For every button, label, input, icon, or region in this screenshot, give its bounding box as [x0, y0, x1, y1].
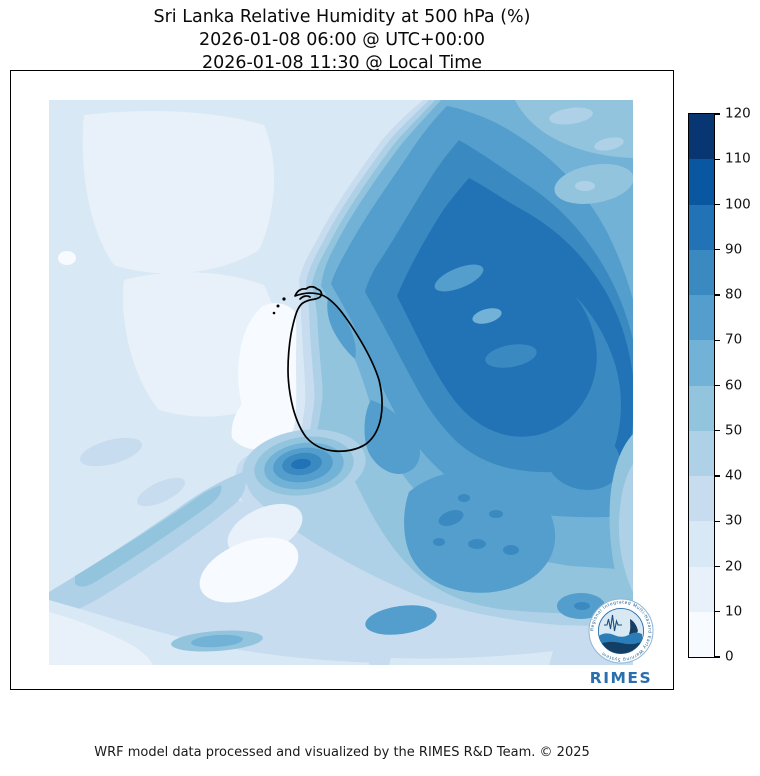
footer-credit: WRF model data processed and visualized …	[94, 745, 590, 760]
colorbar-tick	[715, 113, 721, 115]
colorbar-tick-label: 10	[725, 603, 743, 620]
colorbar-tick	[715, 339, 721, 341]
colorbar-segment	[689, 204, 714, 250]
colorbar-tick	[715, 430, 721, 432]
colorbar-tick	[715, 249, 721, 251]
colorbar-tick-label: 70	[725, 331, 743, 348]
rimes-logo: Regional Integrated Multi-Hazard Early W…	[588, 598, 654, 687]
colorbar-segment	[689, 159, 714, 205]
colorbar-tick-label: 60	[725, 377, 743, 394]
colorbar-segment	[689, 566, 714, 612]
colorbar-segment	[689, 476, 714, 522]
colorbar-tick-label: 50	[725, 422, 743, 439]
rimes-wordmark: RIMES	[590, 669, 652, 687]
colorbar-tick	[715, 520, 721, 522]
figure-title: Sri Lanka Relative Humidity at 500 hPa (…	[10, 6, 674, 75]
colorbar-tick-label: 40	[725, 467, 743, 484]
colorbar-tick	[715, 475, 721, 477]
colorbar-tick	[715, 384, 721, 387]
colorbar-tick	[715, 158, 721, 160]
colorbar-tick	[715, 611, 721, 613]
colorbar: 0 10 20 30 40 50 60 70 80 90 100 110 120	[688, 106, 751, 665]
colorbar-segment	[689, 114, 714, 160]
logo-landmass-icon	[629, 619, 638, 637]
colorbar-segment	[689, 430, 714, 476]
sri-lanka-outline	[272, 285, 383, 453]
colorbar-tick-label: 120	[725, 105, 751, 122]
colorbar-segment	[689, 385, 714, 431]
colorbar-tick-label: 100	[725, 196, 751, 213]
colorbar-segment	[689, 611, 714, 657]
logo-seismogram-icon	[604, 614, 622, 632]
title-line-1: Sri Lanka Relative Humidity at 500 hPa (…	[153, 7, 531, 27]
colorbar-segment	[689, 521, 714, 567]
colorbar-tick-label: 20	[725, 558, 743, 575]
humidity-contour-map	[49, 100, 633, 665]
title-line-3: 2026-01-08 11:30 @ Local Time	[201, 53, 483, 73]
title-line-2: 2026-01-08 06:00 @ UTC+00:00	[198, 30, 486, 50]
colorbar-tick-label: 30	[725, 512, 743, 529]
contour-fill-layers	[49, 100, 633, 665]
colorbar-tick	[715, 203, 721, 206]
colorbar-tick-label: 0	[725, 648, 734, 665]
colorbar-segment	[689, 295, 714, 341]
colorbar-segment	[689, 249, 714, 295]
colorbar-tick-label: 80	[725, 286, 743, 303]
colorbar-segment	[689, 340, 714, 386]
colorbar-tick	[715, 565, 721, 568]
colorbar-tick	[715, 294, 721, 296]
colorbar-tick	[715, 656, 721, 658]
colorbar-tick-label: 110	[725, 150, 751, 167]
colorbar-tick-label: 90	[725, 241, 743, 258]
colorbar-segments	[689, 114, 714, 657]
